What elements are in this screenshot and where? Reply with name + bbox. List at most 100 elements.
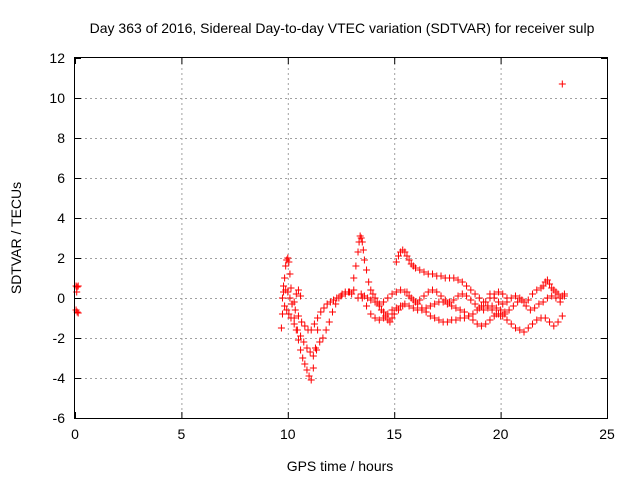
data-point: [426, 312, 434, 320]
data-point: [543, 294, 551, 302]
data-point: [354, 248, 362, 256]
data-point: [418, 306, 426, 314]
data-point: [558, 312, 566, 320]
x-tick-label: 25: [599, 426, 615, 442]
data-point: [298, 318, 306, 326]
data-point: [74, 282, 82, 290]
data-point: [405, 302, 413, 310]
data-point: [558, 80, 566, 88]
data-point: [357, 234, 365, 242]
data-point: [352, 262, 360, 270]
data-point: [448, 302, 456, 310]
y-tick-label: 6: [57, 170, 65, 186]
data-point: [463, 292, 471, 300]
data-point: [492, 310, 500, 318]
data-point: [380, 314, 388, 322]
data-point: [286, 294, 294, 302]
data-point: [494, 288, 502, 296]
data-point: [281, 302, 289, 310]
data-point: [507, 320, 515, 328]
data-point: [292, 290, 300, 298]
grid-lines: [75, 58, 607, 418]
data-point: [403, 252, 411, 260]
data-point: [458, 290, 466, 298]
data-point: [285, 310, 293, 318]
data-point: [350, 286, 358, 294]
data-point: [299, 354, 307, 362]
x-axis-label: GPS time / hours: [287, 458, 394, 474]
data-point: [416, 296, 424, 304]
data-point: [511, 292, 519, 300]
data-point: [471, 300, 479, 308]
data-point: [524, 324, 532, 332]
data-point: [507, 294, 515, 302]
x-tick-label: 15: [386, 426, 402, 442]
data-point: [469, 310, 477, 318]
data-point: [314, 326, 322, 334]
data-point: [401, 248, 409, 256]
data-point: [328, 308, 336, 316]
x-tick-label: 10: [280, 426, 296, 442]
data-point: [380, 308, 388, 316]
y-tick-labels: -6 -4 -2 0 2 4 6 8 10 12: [49, 50, 65, 426]
data-point: [294, 312, 302, 320]
data-point: [437, 292, 445, 300]
data-point: [411, 264, 419, 272]
y-tick-label: 10: [49, 90, 65, 106]
data-point: [388, 306, 396, 314]
data-point: [367, 310, 375, 318]
data-point: [313, 346, 321, 354]
data-point: [477, 322, 485, 330]
data-point: [497, 306, 505, 314]
x-tick-label: 20: [493, 426, 509, 442]
data-point: [465, 312, 473, 320]
data-point: [375, 316, 383, 324]
data-point: [309, 364, 317, 372]
data-point: [278, 294, 286, 302]
x-tick-labels: 0 5 10 15 20 25: [71, 426, 615, 442]
data-point: [431, 314, 439, 322]
data-point: [409, 304, 417, 312]
data-point: [360, 256, 368, 264]
data-point: [516, 326, 524, 334]
data-point: [467, 286, 475, 294]
data-point: [303, 344, 311, 352]
data-point: [358, 238, 366, 246]
data-point: [469, 316, 477, 324]
data-point: [286, 270, 294, 278]
data-point: [380, 298, 388, 306]
data-point: [522, 302, 530, 310]
data-point: [499, 300, 507, 308]
data-point: [284, 254, 292, 262]
data-point: [290, 320, 298, 328]
data-point: [475, 304, 483, 312]
data-point: [392, 258, 400, 266]
data-point: [388, 314, 396, 322]
data-point: [497, 312, 505, 320]
data-point: [294, 286, 302, 294]
y-tick-label: -2: [53, 330, 66, 346]
data-point: [384, 294, 392, 302]
data-point: [460, 308, 468, 316]
data-point: [484, 304, 492, 312]
data-point: [463, 282, 471, 290]
y-tick-label: -6: [53, 410, 66, 426]
data-point: [320, 304, 328, 312]
data-point: [309, 352, 317, 360]
data-point: [480, 298, 488, 306]
data-point: [450, 274, 458, 282]
y-tick-label: 12: [49, 50, 65, 66]
data-point: [533, 286, 541, 294]
data-point: [284, 288, 292, 296]
data-point: [322, 326, 330, 334]
data-point: [560, 292, 568, 300]
data-point: [375, 300, 383, 308]
data-point: [306, 348, 314, 356]
data-point: [503, 298, 511, 306]
data-point: [431, 300, 439, 308]
data-point: [420, 268, 428, 276]
data-point: [509, 302, 517, 310]
data-point: [501, 308, 509, 316]
data-point: [475, 294, 483, 302]
data-point: [363, 302, 371, 310]
